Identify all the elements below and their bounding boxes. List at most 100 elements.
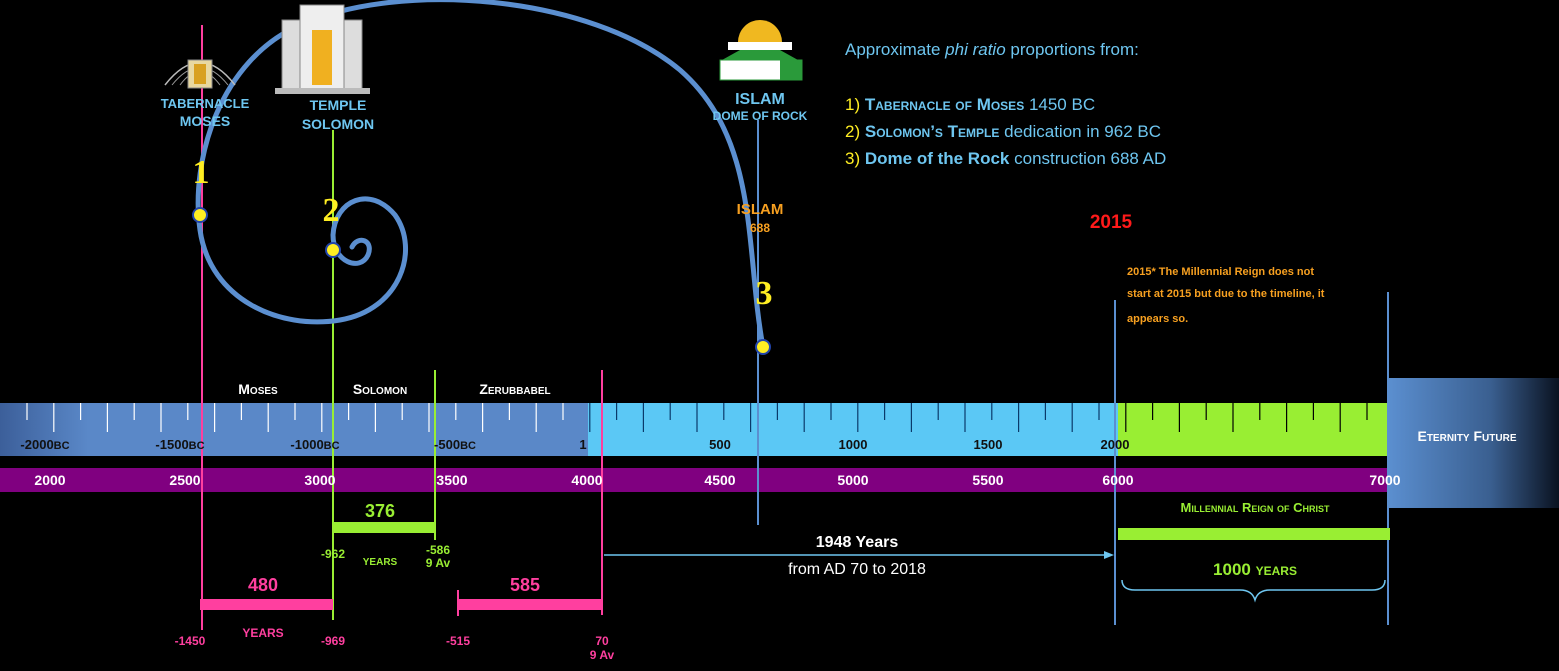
span-bar xyxy=(333,522,435,533)
timeline-label: 1500 xyxy=(974,437,1003,452)
millennium-number: 1000 xyxy=(1213,560,1251,579)
span-end-note: 9 Av xyxy=(590,648,615,662)
note-line: start at 2015 but due to the timeline, i… xyxy=(1127,288,1325,300)
timeline-label: 2000 xyxy=(1101,437,1130,452)
span-end-note: 9 Av xyxy=(426,556,451,570)
anno-mundi-label: 4500 xyxy=(704,472,735,488)
era-label: Zerubbabel xyxy=(479,381,550,397)
span-start: -962 xyxy=(321,547,345,561)
timeline-label: -1000BC xyxy=(290,437,339,452)
millennium-brace xyxy=(1121,579,1386,603)
icon-label: DOME OF ROCK xyxy=(713,109,808,123)
note-line: 2015* The Millennial Reign does not xyxy=(1127,266,1314,278)
span-years: 585 xyxy=(510,575,540,595)
anno-mundi-label: 5000 xyxy=(837,472,868,488)
timeline-labels: -2000BC -1500BC -1000BC -500BC 1 500 1000 1500 2… xyxy=(20,437,1400,488)
list-detail: 1450 BC xyxy=(1029,95,1095,114)
span-years: 480 xyxy=(248,575,278,595)
anno-mundi-label: 6000 xyxy=(1102,472,1133,488)
span-end: -586 xyxy=(426,543,450,557)
bar-millennium xyxy=(1118,403,1388,456)
span-start: -1450 xyxy=(175,634,206,648)
timeline-label: 500 xyxy=(709,437,731,452)
list-item: 3) Dome of the Rock construction 688 AD xyxy=(845,149,1166,168)
timeline-year: -1500 xyxy=(155,437,188,452)
anno-mundi-label: 7000 xyxy=(1369,472,1400,488)
icon-label: MOSES xyxy=(180,113,231,129)
bar-ad xyxy=(588,403,1118,456)
era-label: Solomon xyxy=(353,381,407,397)
timeline-year: 500 xyxy=(709,437,731,452)
span-years: 376 xyxy=(365,501,395,521)
timeline-year: 2000 xyxy=(1101,437,1130,452)
intro-emphasis: phi ratio xyxy=(944,40,1005,59)
anno-mundi-label: 2000 xyxy=(34,472,65,488)
span-end: -969 xyxy=(321,634,345,648)
list-name: Dome of the Rock xyxy=(865,149,1010,168)
timeline-year: 1000 xyxy=(839,437,868,452)
list-item: 2) Solomon’s Temple dedication in 962 BC xyxy=(845,122,1161,141)
list-detail: dedication in 962 BC xyxy=(1004,122,1161,141)
timeline-era: BC xyxy=(460,440,476,452)
year-2015: 2015 xyxy=(1090,212,1133,233)
icon-label: TABERNACLE xyxy=(161,96,250,111)
timeline-year: -1000 xyxy=(290,437,323,452)
timeline-year: 1500 xyxy=(974,437,1003,452)
span-start: -515 xyxy=(446,634,470,648)
marker-number: 2 xyxy=(323,192,340,229)
span-end: 70 xyxy=(595,634,609,648)
anno-mundi-label: 2500 xyxy=(169,472,200,488)
span-bar xyxy=(200,599,333,610)
ruler-ticks xyxy=(26,403,1368,432)
list: 1) Tabernacle of Moses 1450 BC 2) Solomon… xyxy=(845,95,1166,168)
list-detail: construction 688 AD xyxy=(1014,149,1166,168)
marker-number: 1 xyxy=(193,154,210,191)
phi-spiral xyxy=(195,0,766,350)
arrow-head xyxy=(1104,551,1114,559)
span-bar xyxy=(458,599,602,610)
timeline-era: BC xyxy=(189,440,205,452)
timeline-year: -2000 xyxy=(20,437,53,452)
note-line: appears so. xyxy=(1127,313,1188,325)
timeline-label: 1 xyxy=(579,437,586,452)
timeline-era: BC xyxy=(324,440,340,452)
icon-label: TEMPLE xyxy=(310,97,367,113)
anno-mundi-label: 3500 xyxy=(436,472,467,488)
anno-mundi-band xyxy=(0,468,1388,492)
tabernacle-icon xyxy=(164,59,236,89)
intro-text: Approximate xyxy=(845,40,945,59)
icon-label: ISLAM xyxy=(735,91,785,108)
timeline-label: -1500BC xyxy=(155,437,204,452)
list-name: Solomon’s Temple xyxy=(865,122,1000,141)
anno-mundi-label: 4000 xyxy=(571,472,602,488)
marker-dot xyxy=(192,207,208,223)
timeline-label: -500BC xyxy=(434,437,476,452)
span-unit: YEARS xyxy=(363,557,398,568)
list-item: 1) Tabernacle of Moses 1450 BC xyxy=(845,95,1095,114)
timeline-year: -500 xyxy=(434,437,460,452)
diaspora-title: 1948 Years xyxy=(816,534,899,551)
millennium-title: Millennial Reign of Christ xyxy=(1181,500,1330,515)
marker-dot xyxy=(325,242,341,258)
islam-label: ISLAM xyxy=(737,201,784,218)
timeline-label: 1000 xyxy=(839,437,868,452)
span-unit: YEARS xyxy=(242,626,283,640)
temple-icon xyxy=(275,4,370,94)
timeline-year: 1 xyxy=(579,437,586,452)
eternity-label: Eternity Future xyxy=(1417,428,1516,444)
diaspora-subtitle: from AD 70 to 2018 xyxy=(788,561,926,578)
millennium-unit: years xyxy=(1256,560,1297,579)
list-number: 3) xyxy=(845,149,860,168)
list-name: Tabernacle of Moses xyxy=(865,95,1024,114)
anno-mundi-label: 5500 xyxy=(972,472,1003,488)
bar-bc xyxy=(0,403,588,456)
timeline-label: -2000BC xyxy=(20,437,69,452)
intro: Approximate phi ratio proportions from: xyxy=(845,40,1139,59)
anno-mundi-label: 3000 xyxy=(304,472,335,488)
dome-icon xyxy=(719,20,803,81)
icon-label: SOLOMON xyxy=(302,116,374,132)
list-number: 2) xyxy=(845,122,860,141)
timeline-era: BC xyxy=(54,440,70,452)
